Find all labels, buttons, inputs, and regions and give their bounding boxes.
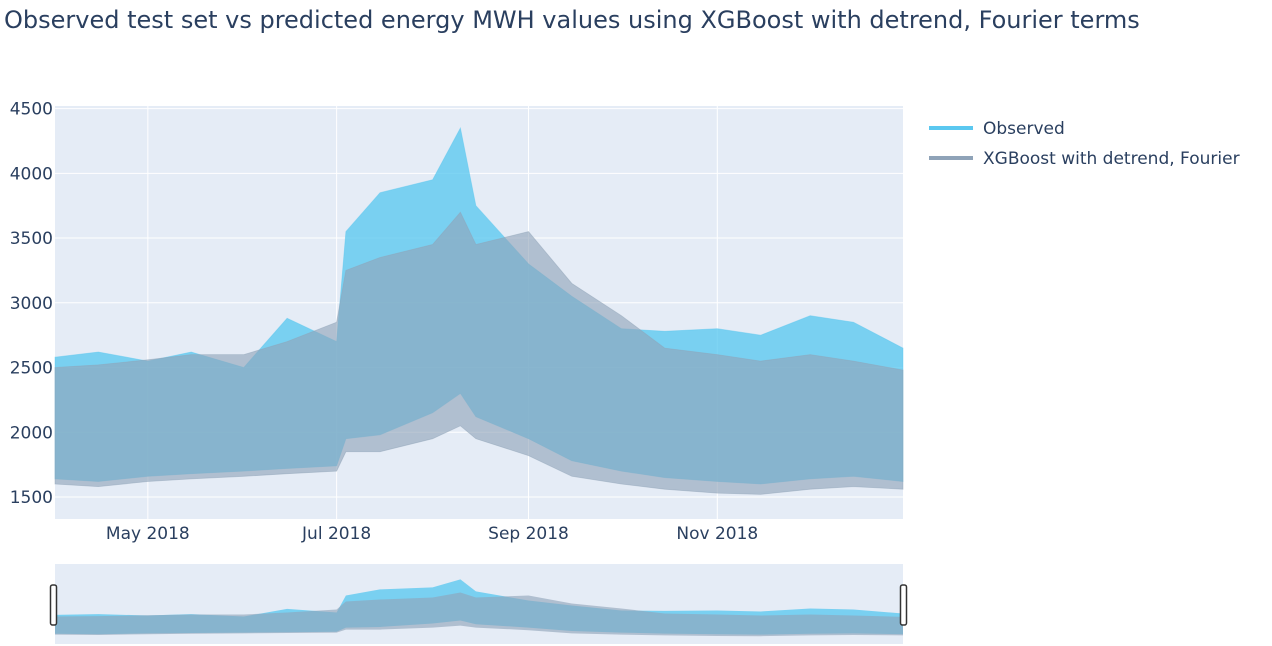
x-axis: May 2018 Jul 2018 Sep 2018 Nov 2018 — [106, 524, 758, 544]
y-tick-label: 3000 — [10, 294, 53, 314]
x-tick-label: May 2018 — [106, 524, 190, 544]
legend-label-xgboost-with-detrend-fourier[interactable]: XGBoost with detrend, Fourier — [983, 149, 1240, 169]
legend-label-observed[interactable]: Observed — [983, 119, 1065, 139]
y-tick-label: 3500 — [10, 229, 53, 249]
y-tick-label: 2500 — [10, 359, 53, 379]
range-slider-series-xgboost-with-detrend-fourier — [55, 592, 903, 637]
y-tick-label: 4000 — [10, 164, 53, 184]
x-tick-label: Jul 2018 — [301, 524, 371, 544]
y-axis: 1500 2000 2500 3000 3500 4000 4500 — [10, 100, 53, 508]
y-tick-label: 2000 — [10, 423, 53, 443]
range-slider-left-handle[interactable] — [49, 584, 58, 626]
y-tick-label: 1500 — [10, 488, 53, 508]
x-tick-label: Nov 2018 — [676, 524, 758, 544]
series-xgboost-with-detrend-fourier — [54, 211, 904, 495]
legend: Observed XGBoost with detrend, Fourier — [929, 119, 1240, 169]
x-tick-label: Sep 2018 — [488, 524, 569, 544]
series-layer — [54, 126, 904, 495]
y-tick-label: 4500 — [10, 100, 53, 120]
range-slider[interactable] — [49, 564, 908, 644]
range-slider-series — [55, 579, 903, 637]
chart-title: Observed test set vs predicted energy MW… — [4, 6, 1140, 34]
range-slider-right-handle[interactable] — [899, 584, 908, 626]
